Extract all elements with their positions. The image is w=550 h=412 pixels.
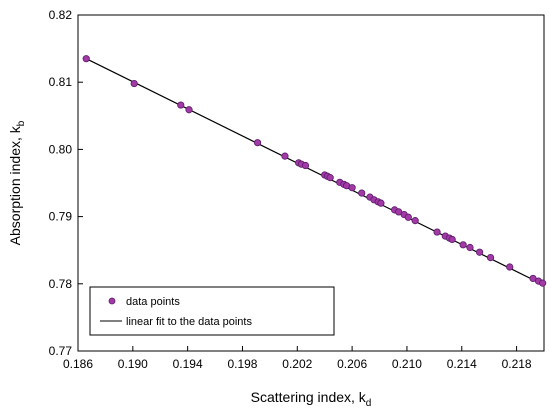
x-tick-label: 0.194 bbox=[173, 357, 203, 371]
data-point bbox=[486, 253, 495, 262]
legend-box bbox=[89, 286, 335, 336]
fit-line bbox=[85, 58, 545, 286]
data-point bbox=[82, 55, 90, 63]
data-point bbox=[348, 184, 356, 192]
data-point bbox=[177, 101, 185, 109]
x-axis-label: Scattering index, kd bbox=[251, 389, 372, 409]
data-point bbox=[358, 189, 366, 197]
legend: data points linear fit to the data point… bbox=[89, 286, 335, 336]
data-point bbox=[475, 248, 484, 256]
legend-marker-data-points bbox=[108, 297, 116, 305]
x-tick-label: 0.214 bbox=[447, 357, 477, 371]
data-point bbox=[326, 174, 334, 182]
x-axis-ticks: 0.186 0.190 0.194 0.198 0.202 0.206 0.210 0.214… bbox=[63, 346, 532, 371]
x-tick-label: 0.206 bbox=[337, 357, 367, 371]
fit-line-layer bbox=[85, 58, 545, 286]
y-tick-label: 0.79 bbox=[49, 210, 73, 224]
x-tick-label: 0.202 bbox=[282, 357, 312, 371]
data-point bbox=[130, 79, 138, 88]
y-tick-label: 0.77 bbox=[49, 344, 73, 358]
x-tick-label: 0.190 bbox=[118, 357, 148, 371]
y-tick-label: 0.81 bbox=[49, 75, 73, 89]
data-points-layer bbox=[82, 55, 547, 287]
data-point bbox=[433, 228, 441, 236]
data-point bbox=[253, 139, 262, 147]
x-tick-label: 0.198 bbox=[227, 357, 257, 371]
data-point bbox=[281, 152, 289, 160]
legend-label-data-points: data points bbox=[126, 296, 180, 308]
data-point bbox=[404, 213, 412, 221]
y-axis-label: Absorption index, kb bbox=[7, 120, 27, 245]
y-tick-label: 0.82 bbox=[49, 8, 73, 22]
data-point bbox=[185, 106, 193, 114]
legend-label-fit: linear fit to the data points bbox=[126, 316, 252, 328]
x-tick-label: 0.218 bbox=[502, 357, 532, 371]
x-tick-label: 0.210 bbox=[392, 357, 422, 371]
y-tick-label: 0.78 bbox=[49, 277, 73, 291]
data-point bbox=[377, 199, 385, 207]
x-tick-label: 0.186 bbox=[63, 357, 93, 371]
data-point bbox=[539, 279, 547, 287]
data-point bbox=[466, 243, 474, 252]
data-point bbox=[459, 241, 467, 249]
data-point bbox=[411, 217, 419, 225]
data-point bbox=[448, 235, 456, 244]
plot-frame bbox=[77, 14, 545, 352]
y-tick-label: 0.80 bbox=[49, 142, 73, 156]
y-axis-ticks: 0.77 0.78 0.79 0.80 0.81 0.82 bbox=[49, 8, 83, 358]
data-point bbox=[506, 263, 514, 271]
data-point bbox=[301, 161, 310, 170]
